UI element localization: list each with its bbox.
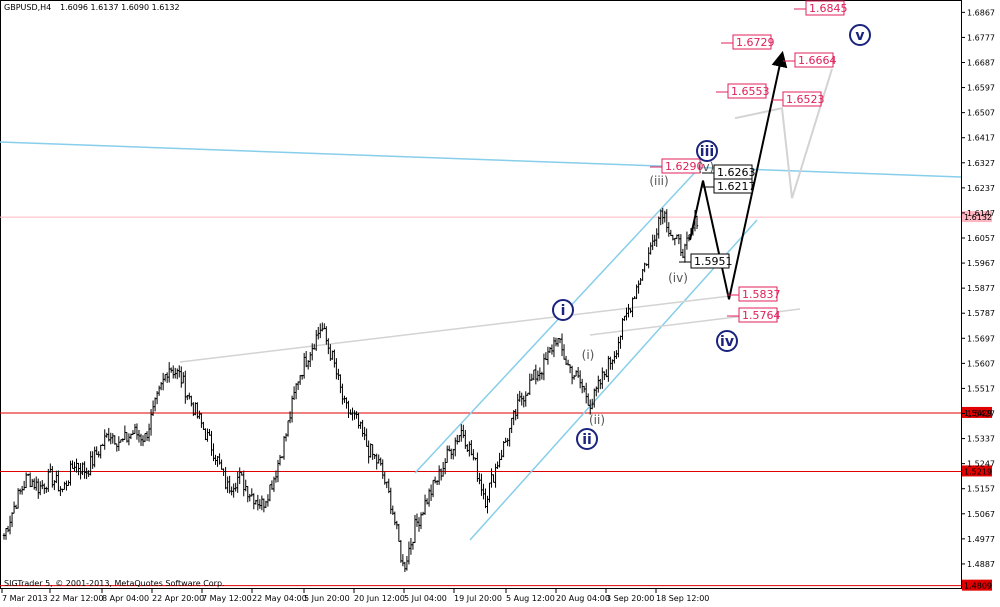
y-tick-label: 1.5787 — [967, 309, 995, 318]
wave-label-minor: (i) — [582, 348, 595, 362]
y-tick-label: 1.6237 — [967, 184, 995, 193]
wave-circle — [576, 428, 598, 450]
y-tick-label: 1.5607 — [967, 359, 995, 368]
copyright-text: SIGTrader 5, © 2001-2013, MetaQuotes Sof… — [4, 579, 225, 588]
y-tick-label: 1.6417 — [967, 134, 995, 143]
x-tick-label: 5 Aug 12:00 — [506, 594, 555, 603]
plot-frame — [0, 0, 962, 589]
y-tick-label: 1.5157 — [967, 485, 995, 494]
trend-channels — [0, 141, 962, 541]
y-tick-label: 1.6057 — [967, 234, 995, 243]
level-box — [732, 34, 772, 50]
current-price-tag — [962, 211, 992, 223]
level-label: 1.6523 — [786, 93, 825, 106]
y-tick-label: 1.6507 — [967, 109, 995, 118]
level-box — [782, 91, 822, 107]
x-tick-label: 5 Jun 20:00 — [304, 594, 350, 603]
level-box — [738, 286, 778, 302]
level-label: 1.6217 — [717, 180, 756, 193]
y-tick-label: 1.5427 — [967, 410, 995, 419]
x-tick-label: 18 Sep 12:00 — [656, 594, 709, 603]
y-tick-label: 1.5697 — [967, 334, 995, 343]
level-box — [727, 83, 767, 99]
y-tick-label: 1.6597 — [967, 84, 995, 93]
wave-label-primary: iii — [700, 144, 714, 160]
level-label: 1.5764 — [742, 309, 781, 322]
grey-trend-line — [179, 295, 731, 363]
support-price-tag — [962, 465, 992, 477]
level-label: 1.6553 — [731, 85, 770, 98]
price-bars — [2, 207, 699, 573]
x-tick-label: 5 Jul 04:00 — [404, 594, 447, 603]
x-tick-label: 22 May 04:00 — [252, 594, 307, 603]
level-box — [794, 52, 834, 68]
y-tick-label: 1.5967 — [967, 259, 995, 268]
y-tick-label: 1.6687 — [967, 59, 995, 68]
x-tick-label: 22 Apr 20:00 — [152, 594, 204, 603]
y-tick-label: 1.4887 — [967, 560, 995, 569]
x-tick-label: 7 Mar 2013 — [2, 594, 48, 603]
x-tick-label: 8 Apr 04:00 — [102, 594, 149, 603]
channel-upper-line — [414, 166, 701, 474]
y-tick-label: 1.6147 — [967, 209, 995, 218]
x-tick-label: 19 Jul 20:00 — [454, 594, 502, 603]
wave-circle — [696, 140, 718, 162]
y-tick-label: 1.6777 — [967, 33, 995, 42]
x-tick-label: 3 Sep 20:00 — [606, 594, 654, 603]
wave-label-primary: iv — [720, 334, 734, 350]
y-tick-label: 1.5247 — [967, 460, 995, 469]
forecast-paths — [689, 50, 833, 300]
x-tick-label: 20 Jun 12:00 — [354, 594, 405, 603]
level-label: 1.6664 — [798, 54, 837, 67]
level-label: 1.6729 — [736, 36, 775, 49]
support-price-label: 1.4809 — [964, 582, 992, 591]
wave-circle — [849, 24, 871, 46]
wave-label-primary: i — [561, 303, 566, 319]
level-label: 1.5837 — [742, 288, 781, 301]
wave-label-minor: (v) — [698, 160, 714, 174]
level-box — [661, 158, 701, 174]
level-label: 1.5951 — [694, 255, 733, 268]
support-price-tag — [962, 406, 992, 418]
y-tick-label: 1.4977 — [967, 535, 995, 544]
wave-label-minor: (iv) — [668, 271, 688, 285]
support-price-label: 1.5429 — [964, 409, 992, 418]
current-price-label: 1.6132 — [964, 213, 992, 222]
level-box — [738, 307, 778, 323]
price-axis: 1.6867 1.6777 1.6687 1.6597 1.6507 1.6417 1.63… — [961, 8, 995, 569]
y-tick-label: 1.5067 — [967, 510, 995, 519]
chart-header-symbol: GBPUSD,H4 — [4, 3, 51, 12]
y-tick-label: 1.6327 — [967, 159, 995, 168]
wave-label-primary: v — [855, 28, 864, 44]
y-tick-label: 1.6867 — [967, 8, 995, 17]
x-tick-label: 20 Aug 04:00 — [556, 594, 610, 603]
wave-label-primary: ii — [582, 432, 592, 448]
level-label: 1.6263 — [717, 166, 756, 179]
main-forecast-path — [689, 50, 788, 300]
x-tick-label: 22 Mar 12:00 — [50, 594, 103, 603]
level-box — [713, 178, 753, 194]
alternate-forecast-path — [734, 68, 833, 199]
level-label: 1.6845 — [809, 2, 848, 15]
horizontal-levels: 1.6132 1.5429 1.5219 1.4809 — [0, 211, 992, 591]
chart-header-ohlc: 1.6096 1.6137 1.6090 1.6132 — [60, 3, 180, 12]
wave-circle — [552, 299, 574, 321]
y-tick-label: 1.5877 — [967, 284, 995, 293]
y-tick-label: 1.5517 — [967, 384, 995, 393]
level-box — [690, 253, 730, 269]
wave-label-minor: (iii) — [649, 174, 668, 188]
support-price-label: 1.5219 — [964, 467, 992, 476]
x-tick-label: 7 May 12:00 — [202, 594, 252, 603]
time-axis: 7 Mar 2013 22 Mar 12:008 Apr 04:00 22 Apr … — [1, 589, 709, 603]
support-price-tag — [962, 579, 992, 591]
level-box — [805, 0, 845, 16]
wave-circle — [716, 330, 738, 352]
wave-label-minor: (ii) — [589, 413, 605, 427]
y-tick-label: 1.5337 — [967, 435, 995, 444]
price-level-labels: 1.6845 1.6729 1.6664 1.6553 1.6523 1.6290 1.62… — [650, 0, 848, 323]
level-label: 1.6290 — [665, 160, 704, 173]
channel-lower-line — [469, 219, 758, 541]
